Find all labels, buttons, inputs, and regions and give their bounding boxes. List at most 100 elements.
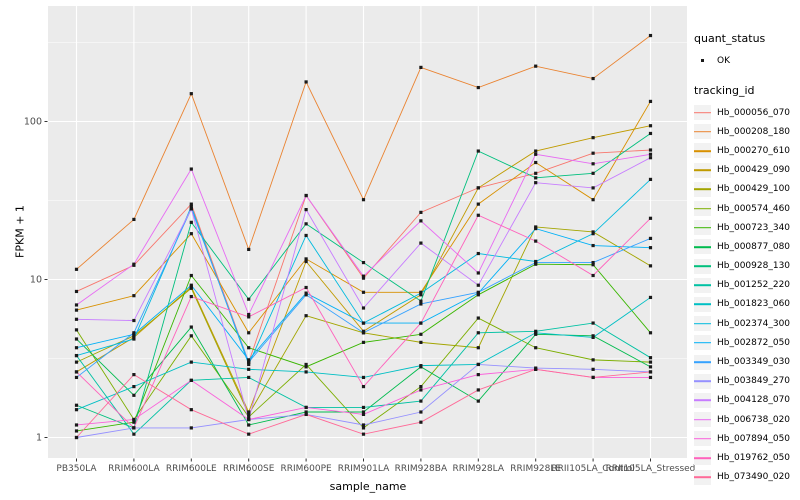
data-point — [534, 346, 538, 350]
data-point — [74, 370, 79, 374]
data-point — [476, 362, 480, 367]
data-point — [74, 289, 79, 294]
data-point — [189, 232, 193, 236]
data-point — [247, 247, 251, 252]
data-point — [419, 291, 423, 295]
data-point — [419, 364, 423, 368]
data-point — [476, 290, 480, 294]
legend-entry-Hb_002872_050: Hb_002872_050 — [694, 333, 800, 352]
legend-key-icon — [694, 412, 711, 428]
data-point — [534, 226, 538, 231]
data-point — [591, 335, 595, 340]
y-tick-label: 10 — [30, 275, 42, 286]
data-point — [361, 306, 366, 310]
data-point — [591, 151, 595, 155]
data-point — [419, 420, 423, 424]
data-point — [361, 198, 366, 202]
legend-quant-status: quant_status OK — [694, 32, 800, 68]
legend-key-icon — [694, 239, 711, 255]
x-tick-label: RRIM600LE — [166, 464, 217, 474]
legend-item-ok: OK — [694, 53, 800, 68]
data-point — [74, 337, 79, 341]
data-point — [419, 241, 423, 245]
data-point — [648, 264, 653, 268]
data-point — [189, 207, 193, 211]
data-point — [648, 365, 653, 369]
x-tick-label: PB350LA — [56, 464, 97, 474]
legend-entry-Hb_001823_060: Hb_001823_060 — [694, 295, 800, 314]
data-point — [648, 246, 653, 250]
legend-entry-Hb_000270_610: Hb_000270_610 — [694, 141, 800, 160]
y-axis-title: FPKM + 1 — [13, 205, 27, 258]
data-point — [304, 207, 308, 212]
data-point — [648, 331, 653, 335]
legend-key-icon — [694, 431, 711, 447]
data-point — [189, 378, 193, 382]
x-tick-label: RRIM600PE — [280, 464, 332, 474]
data-point — [361, 405, 366, 410]
data-point — [591, 162, 595, 166]
legend-entry-label: Hb_000928_130 — [717, 261, 791, 272]
y-tick-label: 1 — [36, 433, 42, 444]
legend-entry-label: Hb_002872_050 — [717, 337, 791, 348]
legend-entry-label: Hb_001823_060 — [717, 299, 791, 310]
data-point — [247, 375, 251, 380]
data-point — [247, 315, 251, 319]
x-axis-title: sample_name — [329, 480, 407, 493]
data-point — [247, 367, 251, 371]
legend-key-icon — [694, 450, 711, 466]
legend-entry-label: Hb_001252_220 — [717, 280, 791, 291]
legend-key-icon — [694, 105, 711, 121]
legend-key-icon — [694, 143, 711, 159]
data-point — [476, 293, 480, 297]
data-point — [132, 432, 136, 436]
data-point — [476, 186, 480, 190]
legend-key-icon — [694, 316, 711, 332]
data-point — [132, 337, 136, 341]
legend-entry-Hb_000877_080: Hb_000877_080 — [694, 237, 800, 256]
data-point — [591, 321, 595, 325]
legend-key-icon — [694, 277, 711, 293]
data-point — [534, 152, 538, 156]
data-point — [361, 426, 366, 430]
data-point — [132, 417, 136, 422]
data-point — [74, 408, 79, 412]
data-point — [74, 308, 79, 312]
legend-entry-Hb_003849_270: Hb_003849_270 — [694, 372, 800, 391]
x-tick-label: RRII105LA_Control — [551, 464, 634, 474]
legend-key-icon — [694, 469, 711, 485]
data-point — [74, 346, 79, 350]
data-point — [419, 210, 423, 214]
data-point — [247, 417, 251, 422]
data-point — [419, 321, 423, 325]
data-point — [74, 328, 79, 332]
data-point — [361, 412, 366, 417]
data-point — [247, 432, 251, 436]
data-point — [534, 171, 538, 175]
legend-key-icon — [694, 162, 711, 178]
data-point — [534, 262, 538, 266]
legend-entry-Hb_000429_090: Hb_000429_090 — [694, 161, 800, 180]
data-point — [591, 367, 595, 371]
legend: quant_status OK tracking_id Hb_000056_07… — [694, 0, 800, 487]
data-point — [476, 373, 480, 377]
data-point — [419, 219, 423, 223]
legend-item-label: OK — [717, 55, 730, 66]
data-point — [648, 156, 653, 160]
data-point — [304, 362, 308, 367]
data-point — [189, 294, 193, 299]
data-point — [476, 251, 480, 256]
legend-tracking-id: tracking_id Hb_000056_070 Hb_000208_180 Hb… — [694, 84, 800, 487]
legend-entry-label: Hb_000429_090 — [717, 165, 791, 176]
data-point — [247, 297, 251, 301]
legend-entry-label: Hb_000877_080 — [717, 241, 791, 252]
data-point — [361, 432, 366, 436]
data-point — [304, 257, 308, 261]
data-point — [648, 33, 653, 38]
legend-entry-Hb_000928_130: Hb_000928_130 — [694, 257, 800, 276]
data-point — [591, 186, 595, 190]
data-point — [419, 399, 423, 403]
data-point — [534, 367, 538, 371]
